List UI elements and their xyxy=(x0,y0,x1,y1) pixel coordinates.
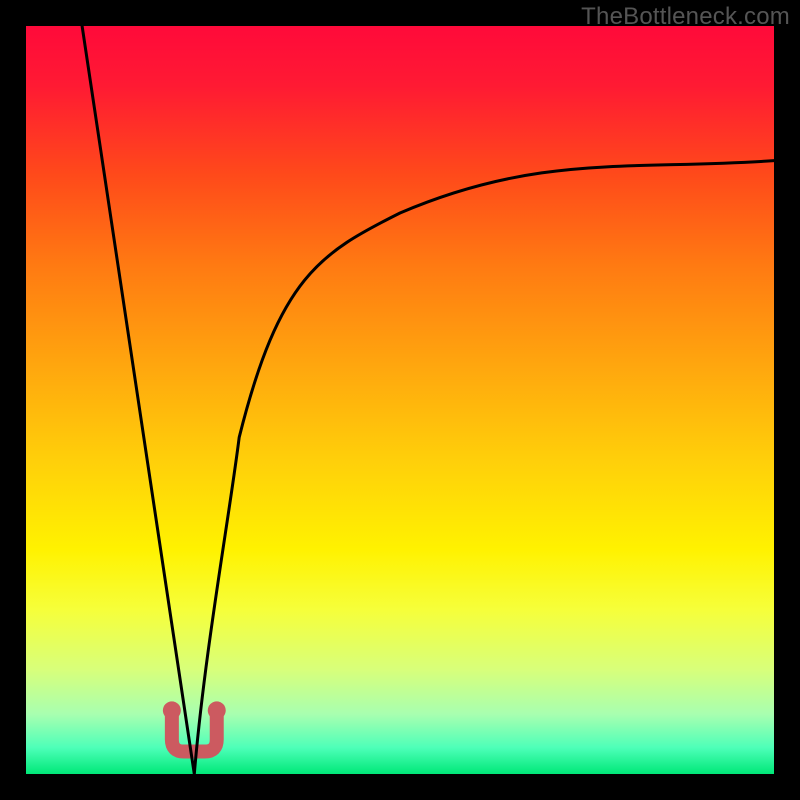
bottleneck-plot xyxy=(0,0,800,800)
figure-container: { "watermark": { "text": "TheBottleneck.… xyxy=(0,0,800,800)
dip-marker-dot-left xyxy=(163,701,181,719)
watermark-text: TheBottleneck.com xyxy=(581,3,790,31)
dip-marker-dot-right xyxy=(208,701,226,719)
